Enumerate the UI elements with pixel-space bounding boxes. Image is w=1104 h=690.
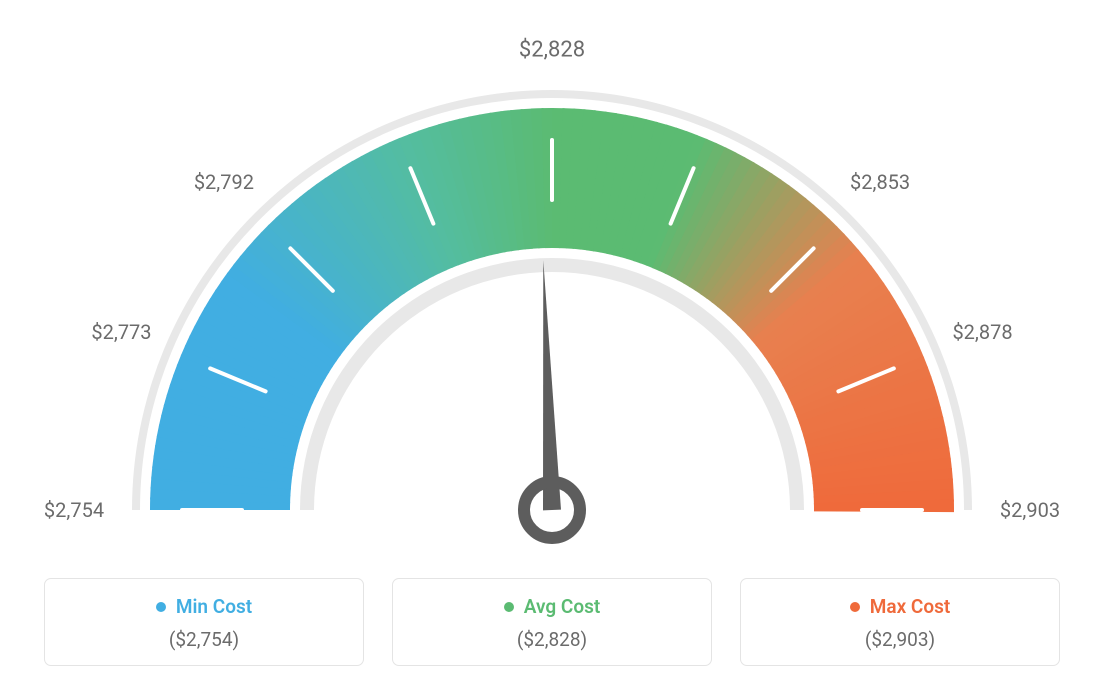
- gauge-tick-label: $2,878: [952, 320, 1012, 344]
- legend-min-value: ($2,754): [45, 628, 363, 651]
- legend-min-title: Min Cost: [156, 595, 252, 618]
- gauge-tick-label: $2,792: [194, 170, 254, 194]
- legend-min-dot-icon: [156, 602, 166, 612]
- legend-avg-title: Avg Cost: [504, 595, 600, 618]
- gauge-container: $2,754 $2,773 $2,792 $2,828 $2,853 $2,878 $2,9…: [0, 0, 1104, 560]
- gauge-svg: [0, 0, 1104, 560]
- legend-row: Min Cost ($2,754) Avg Cost ($2,828) Max …: [0, 578, 1104, 666]
- legend-max-value: ($2,903): [741, 628, 1059, 651]
- gauge-tick-label: $2,754: [44, 498, 104, 522]
- gauge-tick-label: $2,828: [519, 38, 585, 63]
- legend-max-dot-icon: [850, 602, 860, 612]
- legend-min-box: Min Cost ($2,754): [44, 578, 364, 666]
- legend-max-title: Max Cost: [850, 595, 951, 618]
- gauge-tick-label: $2,853: [850, 170, 910, 194]
- legend-min-label: Min Cost: [176, 595, 252, 618]
- legend-max-label: Max Cost: [870, 595, 951, 618]
- legend-avg-label: Avg Cost: [524, 595, 600, 618]
- legend-avg-dot-icon: [504, 602, 514, 612]
- gauge-tick-label: $2,773: [91, 320, 151, 344]
- legend-avg-box: Avg Cost ($2,828): [392, 578, 712, 666]
- legend-max-box: Max Cost ($2,903): [740, 578, 1060, 666]
- legend-avg-value: ($2,828): [393, 628, 711, 651]
- gauge-tick-label: $2,903: [1000, 498, 1060, 522]
